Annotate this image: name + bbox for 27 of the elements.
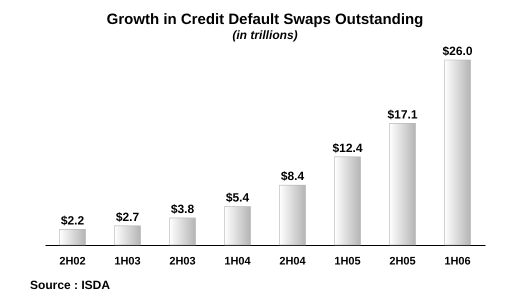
- x-tick-label: 2H05: [389, 256, 416, 268]
- x-tick-label: 2H04: [279, 256, 307, 268]
- data-label: $3.8: [170, 202, 194, 216]
- bar: [389, 123, 416, 246]
- data-label: $5.4: [226, 190, 250, 205]
- data-label: $2.2: [60, 213, 84, 228]
- bar: [114, 225, 141, 246]
- bar: [59, 229, 86, 246]
- x-tick-label: 1H05: [334, 256, 361, 268]
- data-label: $12.4: [332, 140, 363, 155]
- bar: [224, 206, 251, 246]
- bar: [334, 156, 361, 246]
- data-label: $8.4: [280, 169, 304, 184]
- bar: [444, 60, 471, 246]
- bar: [169, 218, 196, 246]
- x-tick-label: 1H04: [224, 256, 252, 268]
- data-label: $26.0: [442, 44, 473, 58]
- x-tick-label: 2H03: [169, 256, 196, 268]
- chart-title: Growth in Credit Default Swaps Outstanding: [106, 11, 424, 28]
- data-label: $2.7: [116, 210, 140, 224]
- bar: [279, 184, 306, 246]
- data-label: $17.1: [387, 107, 418, 122]
- source-note: Source : ISDA: [30, 278, 110, 292]
- x-tick-label: 1H03: [114, 256, 141, 268]
- x-tick-label: 1H06: [444, 256, 471, 268]
- chart-subtitle: (in trillions): [232, 28, 298, 42]
- x-tick-label: 2H02: [59, 256, 86, 268]
